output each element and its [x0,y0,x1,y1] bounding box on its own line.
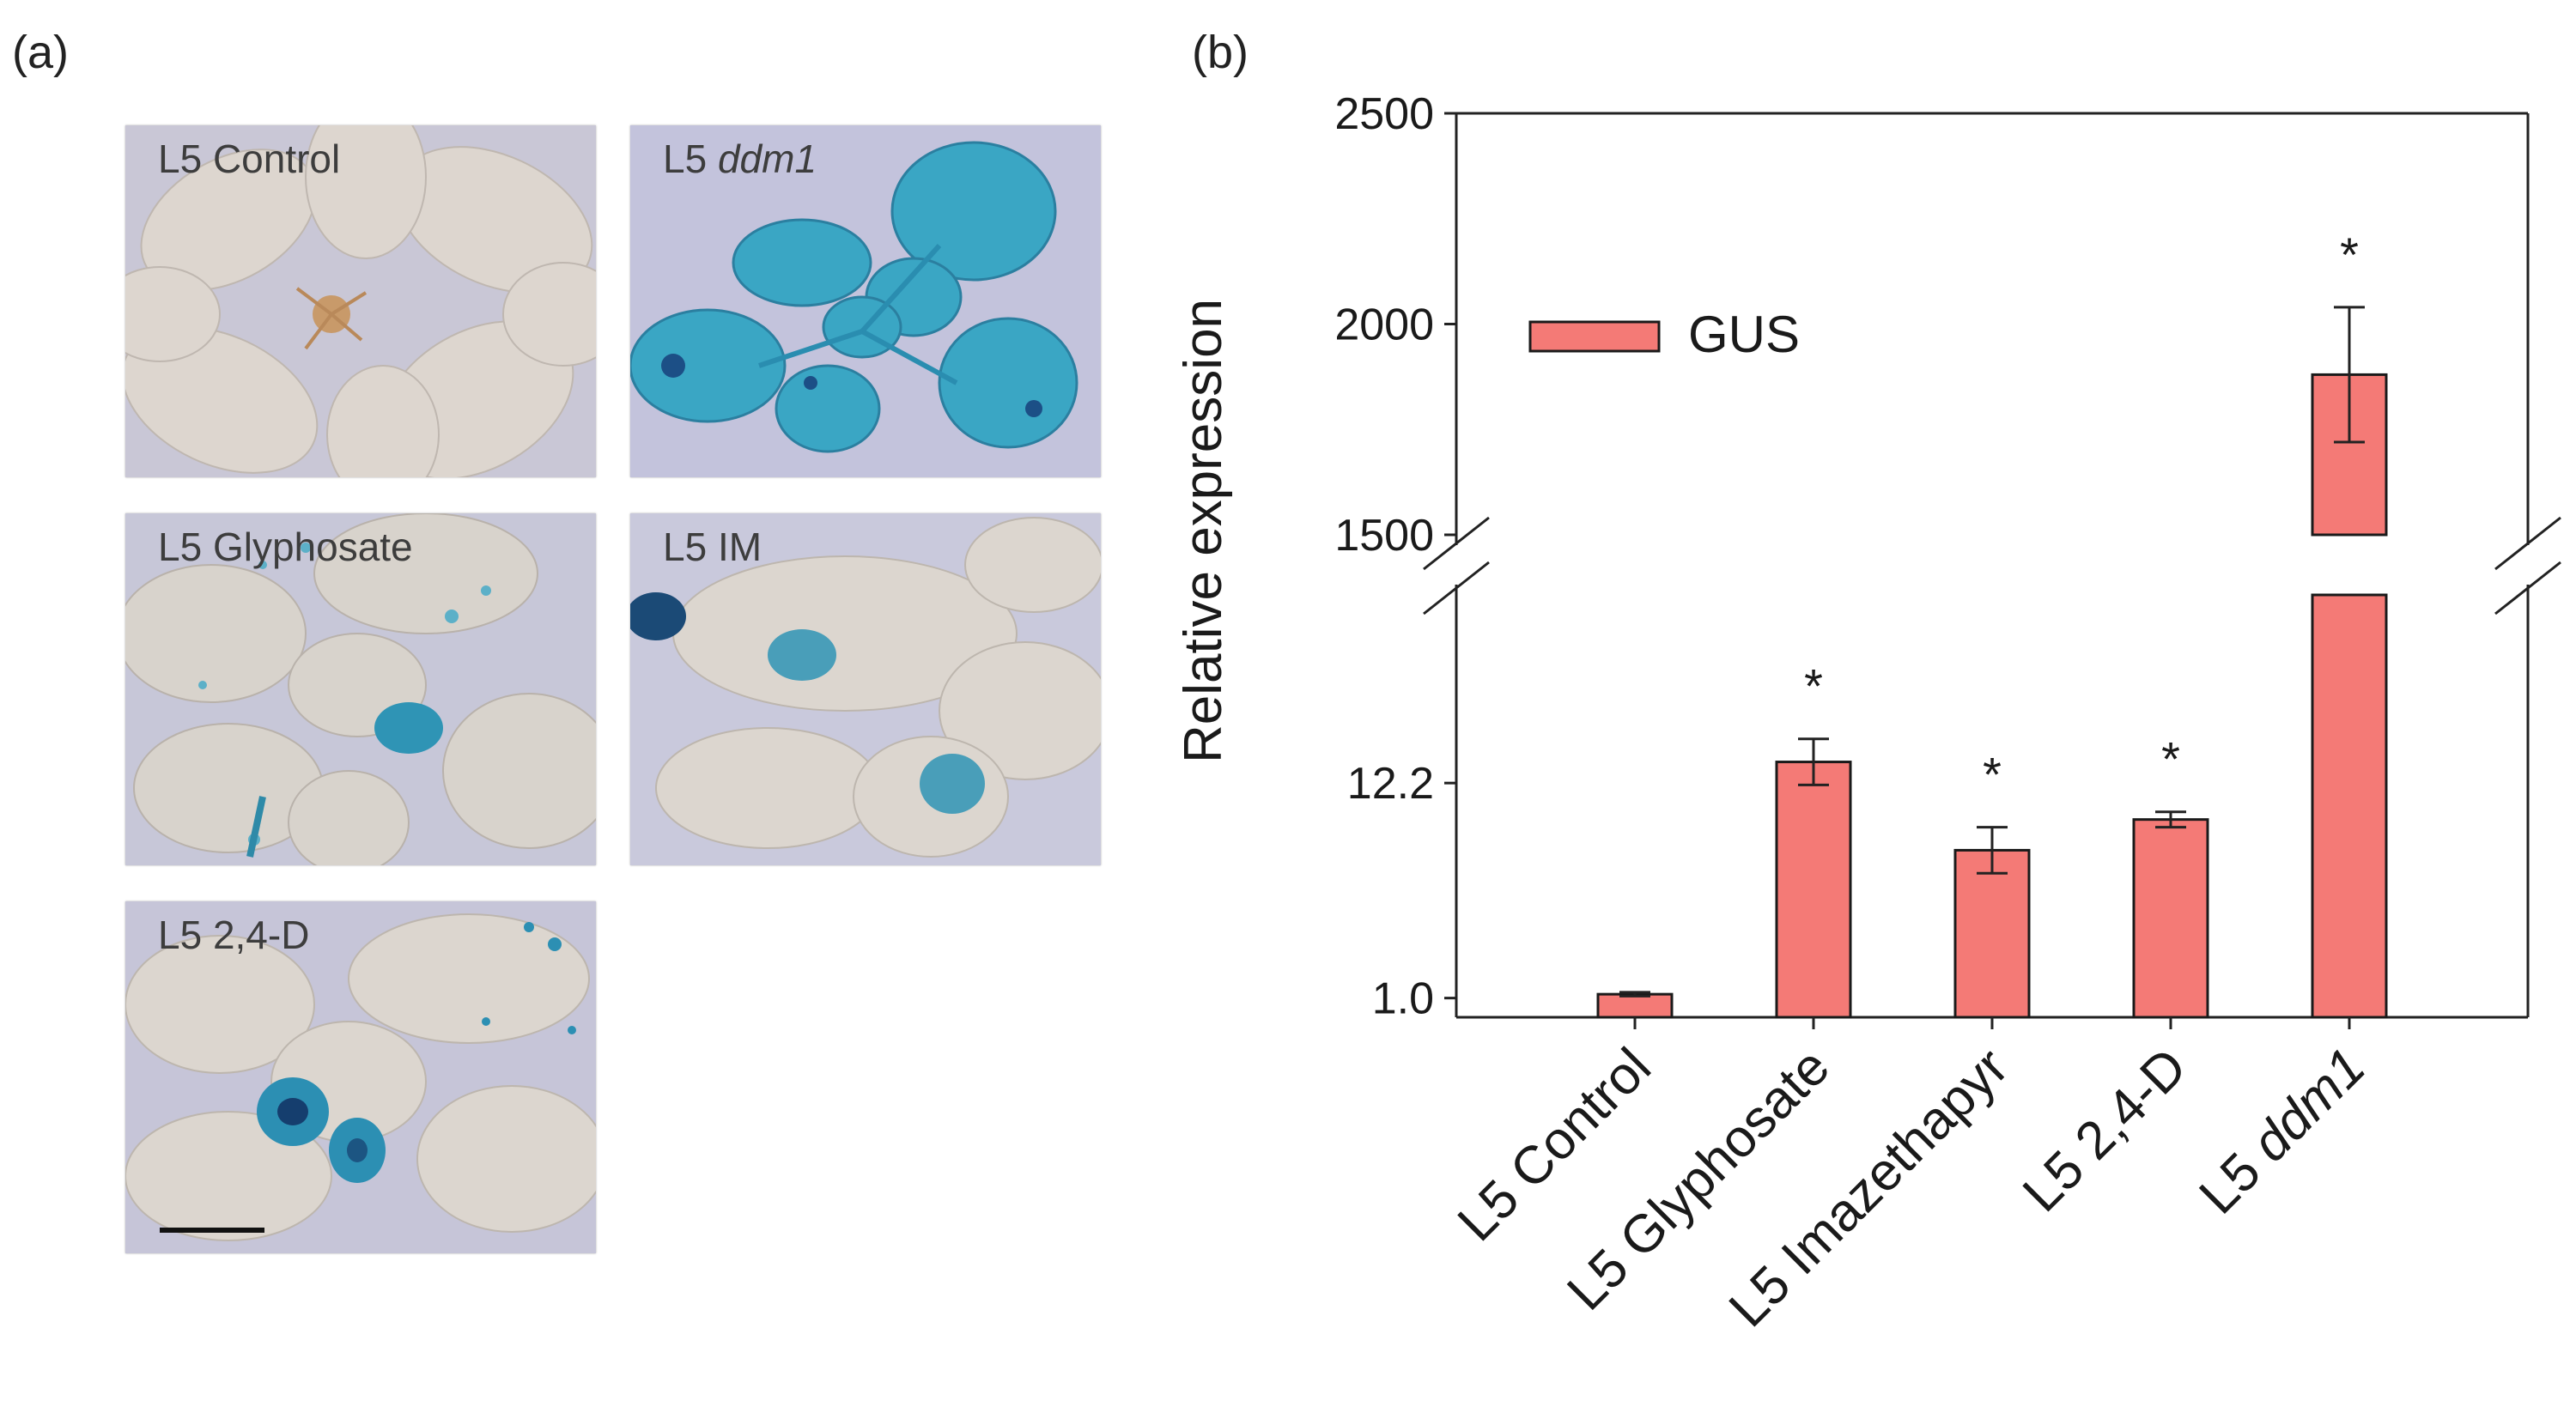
significance-star: * [1804,659,1823,713]
panel-b-letter: (b) [1192,27,1249,78]
plant-image [630,513,1101,865]
plant-image [125,901,596,1253]
photo-label: L5 Control [158,136,341,181]
significance-star: * [1983,748,2002,802]
bar [2311,593,2388,1019]
legend-swatch [1528,320,1661,353]
photo-l5-im: L5 IM [630,513,1101,865]
photo-label: L5 IM [663,525,762,569]
photo-l5-control: L5 Control [125,125,596,477]
x-tick-label: L5 ddm1 [2188,1037,2376,1225]
bar [1596,992,1674,1019]
bar [2132,818,2209,1019]
axis-break-mark-right [2494,516,2561,571]
plant-image [125,125,596,477]
photo-label: L5 ddm1 [663,136,817,181]
legend-label: GUS [1688,306,1800,363]
photo-l5-ddm1: L5 ddm1 [630,125,1101,477]
axis-break-mark-left [1423,561,1490,616]
y-tick-label: 2000 [1334,300,1434,350]
y-tick-label: 2500 [1334,89,1434,139]
y-tick-label: 1500 [1334,511,1434,561]
significance-star: * [2340,227,2359,282]
axis-break-mark-right [2494,561,2561,616]
photo-label: L5 2,4-D [158,913,310,957]
y-tick-label: 12.2 [1347,759,1434,809]
plant-image [630,125,1101,477]
y-tick-label: 1.0 [1372,974,1434,1024]
photo-l5-2-4-d: L5 2,4-D [125,901,596,1253]
bar [1953,848,2031,1019]
panel-a-letter: (a) [12,27,69,78]
scale-bar [160,1228,264,1233]
plant-image [125,513,596,865]
x-tick-label: L5 2,4-D [2012,1037,2198,1223]
significance-star: * [2161,732,2180,786]
photo-l5-glyphosate: L5 Glyphosate [125,513,596,865]
y-axis-label: Relative expression [1174,299,1233,763]
photo-label: L5 Glyphosate [158,525,413,569]
axis-break-mark-left [1423,516,1490,571]
bar [1775,761,1852,1019]
bar-chart: 1.0 12.2 1500 2000 2500 Relative expression L5… [1174,89,2561,1338]
